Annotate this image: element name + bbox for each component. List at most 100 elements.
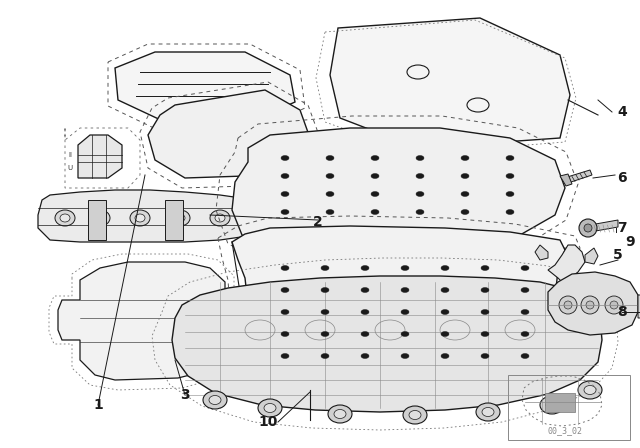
Ellipse shape [441,353,449,358]
Circle shape [579,219,597,237]
Ellipse shape [60,214,70,222]
Polygon shape [232,128,565,250]
Text: 8: 8 [617,305,627,319]
Ellipse shape [506,210,514,215]
Ellipse shape [482,408,494,417]
Ellipse shape [321,310,329,314]
Text: 3: 3 [180,388,190,402]
Ellipse shape [521,332,529,336]
Ellipse shape [441,310,449,314]
Polygon shape [564,170,592,183]
Polygon shape [148,90,310,178]
Polygon shape [545,393,575,412]
Ellipse shape [546,401,558,409]
Ellipse shape [281,288,289,293]
Ellipse shape [203,391,227,409]
Ellipse shape [281,191,289,197]
Ellipse shape [130,210,150,226]
Ellipse shape [401,310,409,314]
Text: 2: 2 [313,215,323,229]
Polygon shape [115,52,295,122]
Circle shape [610,301,618,309]
Polygon shape [548,272,638,335]
Polygon shape [535,245,548,260]
Text: II: II [68,152,72,158]
Ellipse shape [281,266,289,271]
Ellipse shape [461,210,469,215]
Polygon shape [548,245,585,285]
Ellipse shape [170,210,190,226]
Ellipse shape [281,353,289,358]
Ellipse shape [334,409,346,418]
Ellipse shape [321,266,329,271]
Polygon shape [165,200,183,240]
Circle shape [586,301,594,309]
Ellipse shape [326,155,334,160]
Ellipse shape [326,191,334,197]
Polygon shape [330,18,570,148]
Ellipse shape [361,266,369,271]
Ellipse shape [506,191,514,197]
Polygon shape [638,295,640,318]
Ellipse shape [328,405,352,423]
Ellipse shape [409,410,421,419]
Ellipse shape [258,399,282,417]
Polygon shape [590,220,618,232]
Ellipse shape [461,191,469,197]
Polygon shape [172,276,602,412]
Ellipse shape [401,332,409,336]
Polygon shape [88,200,106,240]
Ellipse shape [210,210,230,226]
Ellipse shape [281,155,289,160]
Polygon shape [78,135,122,178]
Ellipse shape [578,381,602,399]
Bar [508,375,630,440]
Circle shape [559,296,577,314]
Ellipse shape [321,353,329,358]
Ellipse shape [264,404,276,413]
Ellipse shape [506,173,514,178]
Ellipse shape [506,155,514,160]
Ellipse shape [371,155,379,160]
Ellipse shape [326,173,334,178]
Polygon shape [585,248,598,264]
Ellipse shape [416,210,424,215]
Ellipse shape [441,288,449,293]
Ellipse shape [55,210,75,226]
Ellipse shape [90,210,110,226]
Ellipse shape [481,353,489,358]
Polygon shape [58,262,260,380]
Circle shape [605,296,623,314]
Ellipse shape [250,214,260,222]
Ellipse shape [461,155,469,160]
Ellipse shape [361,288,369,293]
Ellipse shape [441,266,449,271]
Ellipse shape [521,353,529,358]
Ellipse shape [521,310,529,314]
Ellipse shape [461,173,469,178]
Ellipse shape [281,173,289,178]
Ellipse shape [401,288,409,293]
Polygon shape [38,190,270,242]
Ellipse shape [245,210,265,226]
Ellipse shape [371,173,379,178]
Ellipse shape [521,288,529,293]
Ellipse shape [281,332,289,336]
Text: 7: 7 [617,221,627,235]
Ellipse shape [540,396,564,414]
Text: 6: 6 [617,171,627,185]
Ellipse shape [209,396,221,405]
Polygon shape [232,226,565,390]
Text: 5: 5 [613,248,623,262]
Ellipse shape [321,332,329,336]
Text: 10: 10 [259,415,278,429]
Ellipse shape [281,210,289,215]
Ellipse shape [476,403,500,421]
Text: 1: 1 [93,398,103,412]
Ellipse shape [481,288,489,293]
Ellipse shape [401,353,409,358]
Ellipse shape [416,173,424,178]
Circle shape [564,301,572,309]
Ellipse shape [361,310,369,314]
Ellipse shape [401,266,409,271]
